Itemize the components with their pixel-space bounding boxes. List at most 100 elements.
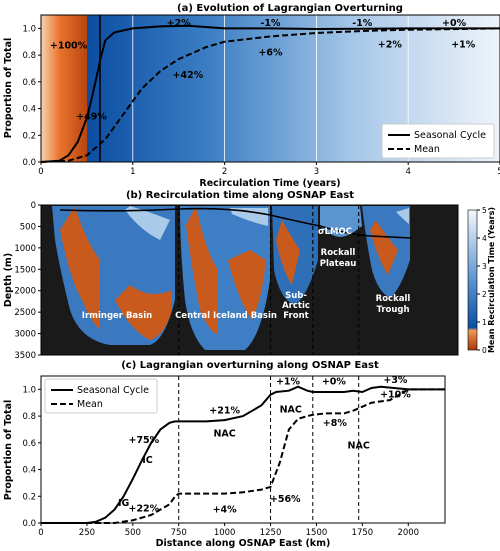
panel-a-xtick-label: 3: [314, 167, 319, 177]
panel-c-annotation: +4%: [213, 505, 238, 516]
panel-b-ytick-label: 1500: [14, 265, 36, 275]
irminger-orange-1: [60, 206, 100, 330]
panel-c-ytick-label: 0.6: [22, 439, 36, 449]
panel-a-annotation: +2%: [378, 39, 403, 50]
panel-a-bg-fast: [41, 15, 87, 162]
panel-a-xtick-label: 1: [130, 167, 135, 177]
panel-c-xtick-label: 500: [125, 528, 141, 538]
panel-b-ylabel: Depth (m): [3, 253, 14, 307]
panel-b-frame: [40, 204, 459, 356]
panel-b-ytick-label: 0: [31, 201, 36, 211]
panel-c-xtick-label: 1250: [260, 528, 282, 538]
region-label-irminger: Irminger Basin: [82, 311, 152, 321]
colorbar-tick-label: 3: [482, 262, 487, 271]
panel-c-xtick-label: 1000: [214, 528, 236, 538]
panel-a-ylabel: Proportion of Total: [3, 38, 14, 139]
irminger-orange-2: [115, 285, 172, 340]
region-label-rockall-trough-2: Trough: [376, 305, 409, 315]
region-label-central-iceland: Central Iceland Basin: [175, 311, 277, 321]
panel-b-ytick-label: 2500: [14, 308, 36, 318]
panel-b-ytick-label: 2000: [14, 287, 36, 297]
iceland-orange-1: [186, 206, 218, 335]
colorbar-label: Mean Recirculation Time (Years): [487, 207, 496, 353]
region-label-rockall-plateau-2: Plateau: [320, 259, 357, 269]
panel-c-xlabel: Distance along OSNAP East (km): [156, 538, 331, 549]
trough-orange: [370, 220, 398, 275]
panel-c-annotation: +75%: [128, 435, 159, 446]
panel-c-annotation: +56%: [270, 494, 301, 505]
panel-c-annotation: +22%: [128, 503, 159, 514]
panel-a-line-seasonal: [40, 24, 500, 163]
panel-c-line-mean: [41, 388, 445, 524]
panel-a-ytick-label: 1.0: [22, 24, 36, 34]
colorbar-tick-label: 0: [482, 346, 487, 355]
region-label-subarctic-line3: Front: [283, 311, 308, 321]
panel-c-ytick-label: 1.0: [22, 385, 36, 395]
panel-a-frame: [40, 14, 500, 163]
colorbar: [467, 209, 478, 351]
irminger-light: [125, 206, 170, 240]
region-label-rockall-plateau-1: Rockall: [321, 248, 356, 258]
panel-a-xtick-label: 5: [497, 167, 500, 177]
panel-c-frame: [40, 375, 446, 524]
panel-c-xtick-label: 1500: [306, 528, 328, 538]
iceland-orange-2: [228, 250, 266, 320]
legend-a-seasonal: Seasonal Cycle: [414, 130, 486, 141]
panel-b-ytick-label: 3000: [14, 330, 36, 340]
panel-c-ytick-label: 0.8: [22, 412, 36, 422]
legend-c-mean: Mean: [77, 399, 103, 410]
colorbar-tick-label: 5: [482, 206, 487, 215]
region-label-subarctic-line2: Arctic: [282, 301, 310, 311]
subarctic-orange: [276, 220, 300, 285]
panel-c-ytick-label: 0.0: [22, 519, 36, 529]
region-label-subarctic-line1: Sub-: [285, 291, 307, 301]
legend-a-mean: Mean: [414, 144, 440, 155]
panel-c-ytick-label: 0.4: [22, 466, 36, 476]
panel-a-xtick-label: 4: [405, 167, 410, 177]
panel-a-annotation: +0%: [442, 18, 467, 29]
panel-a-ytick-label: 0.6: [22, 78, 36, 88]
panel-b-title: (b) Recirculation time along OSNAP East: [126, 190, 354, 201]
panel-c-annotation: +1%: [276, 376, 301, 387]
panel-a-annotation: +49%: [76, 112, 107, 123]
panel-a-ytick-label: 0.2: [22, 131, 36, 141]
panel-a-title: (a) Evolution of Lagrangian Overturning: [177, 3, 403, 14]
region-label-rockall-trough-1: Rockall: [376, 294, 411, 304]
panel-c-xtick-label: 2000: [397, 528, 419, 538]
panel-c-legend: Seasonal Cycle Mean: [44, 378, 158, 414]
panel-c-annotation: NAC: [348, 440, 370, 451]
sigma-lmoc-contour: [59, 207, 413, 239]
panel-a-annotation: +42%: [173, 70, 204, 81]
panel-a-annotation: +2%: [167, 18, 192, 29]
panel-a-annotation: +100%: [50, 41, 88, 52]
panel-b-ytick-label: 1000: [14, 244, 36, 254]
panel-a-line-mean: [40, 27, 500, 163]
panel-c-xtick-label: 750: [171, 528, 187, 538]
panel-a-annotation: -1%: [352, 18, 373, 29]
panel-a-xtick-label: 2: [222, 167, 227, 177]
panel-c-xtick-label: 0: [38, 528, 43, 538]
panel-a-legend: Seasonal Cycle Mean: [381, 123, 495, 159]
sigma-lmoc-label: σLMOC: [318, 227, 352, 237]
panel-c-xtick-label: 250: [79, 528, 95, 538]
panel-c-xtick-label: 1750: [352, 528, 374, 538]
panel-a-ytick-label: 0.4: [22, 105, 36, 115]
panel-a-ytick-label: 0.8: [22, 51, 36, 61]
panel-c-annotation: NAC: [280, 404, 302, 415]
panel-c-annotation: +10%: [380, 390, 411, 401]
panel-c-annotation: +0%: [322, 376, 347, 387]
panel-c-annotation: +8%: [323, 418, 348, 429]
panel-c-ytick-label: 0.2: [22, 492, 36, 502]
panel-c-title: (c) Lagrangian overturning along OSNAP E…: [121, 360, 379, 371]
panel-c-annotation: +3%: [383, 375, 408, 386]
colorbar-tick-label: 1: [482, 318, 487, 327]
legend-c-seasonal: Seasonal Cycle: [77, 385, 149, 396]
colorbar-tick-label: 2: [482, 290, 487, 299]
panel-a: (a) Evolution of Lagrangian Overturning …: [3, 3, 500, 189]
panel-b-ytick-label: 500: [20, 222, 36, 232]
trough-light: [396, 208, 409, 224]
panel-a-annotation: +6%: [258, 47, 283, 58]
panel-a-annotation: +1%: [451, 39, 476, 50]
panel-a-annotation: -1%: [260, 18, 281, 29]
